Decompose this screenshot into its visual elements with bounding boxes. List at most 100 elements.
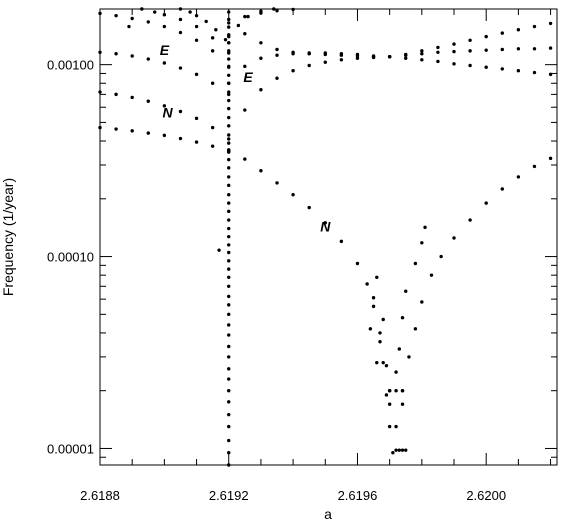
y-tick-label: 0.00100 <box>47 58 94 73</box>
data-point <box>194 116 199 121</box>
data-point <box>420 241 424 245</box>
data-point <box>162 24 167 29</box>
x-tick-label: 2.6188 <box>80 488 120 503</box>
y-tick-label: 0.00010 <box>47 250 94 265</box>
data-point <box>227 183 231 188</box>
data-point <box>227 323 231 327</box>
data-point <box>420 49 424 53</box>
data-point <box>307 52 311 56</box>
data-point <box>98 90 102 94</box>
tick-labels: 2.6188 2.6192 2.6196 2.6200 0.00001 0.00010 0.… <box>47 58 506 503</box>
data-point <box>436 45 440 50</box>
data-point <box>323 221 327 225</box>
data-point <box>404 56 408 60</box>
data-point <box>404 448 408 452</box>
data-point <box>439 254 443 259</box>
data-point <box>532 24 537 29</box>
data-point <box>130 95 134 100</box>
data-point <box>307 63 311 68</box>
data-point <box>394 424 398 429</box>
data-point <box>178 17 183 22</box>
data-point <box>500 67 504 71</box>
data-point <box>291 7 295 12</box>
x-tick-label: 2.6192 <box>209 488 249 503</box>
data-point <box>532 70 537 75</box>
data-point <box>227 294 231 299</box>
data-point <box>368 327 373 331</box>
data-point <box>420 300 424 304</box>
data-point <box>227 124 231 128</box>
data-point <box>436 59 440 64</box>
data-point <box>227 17 231 22</box>
data-point <box>275 9 279 13</box>
data-point <box>130 54 134 58</box>
data-point <box>98 125 102 130</box>
data-point <box>420 58 424 62</box>
data-point <box>397 448 402 452</box>
data-point <box>452 49 456 54</box>
data-point <box>275 181 279 185</box>
data-point <box>178 109 183 114</box>
data-point <box>243 31 247 36</box>
data-point <box>384 393 389 397</box>
data-point <box>413 327 418 331</box>
curve-label: E <box>243 69 253 85</box>
data-point <box>291 50 295 54</box>
data-point <box>548 156 553 161</box>
data-point <box>400 388 405 393</box>
data-point <box>548 21 553 26</box>
data-point <box>365 282 369 286</box>
data-point <box>532 47 537 51</box>
data-point <box>468 63 472 68</box>
data-point <box>146 131 150 135</box>
data-point <box>227 141 231 145</box>
data-point <box>400 402 405 406</box>
plot-frame <box>99 8 558 466</box>
data-point <box>162 13 167 17</box>
data-point <box>227 438 231 443</box>
x-tick-label: 2.6200 <box>466 488 506 503</box>
data-point <box>178 7 183 11</box>
annotations: E E N N <box>160 42 332 234</box>
data-point <box>227 275 231 279</box>
data-point <box>375 275 379 279</box>
data-point <box>227 166 231 170</box>
data-point <box>548 46 553 50</box>
data-point <box>227 148 231 152</box>
data-point <box>387 388 392 393</box>
data-point <box>162 61 167 65</box>
data-point <box>227 201 231 205</box>
data-point <box>227 98 231 103</box>
data-point <box>378 340 382 344</box>
y-tick-label: 0.00001 <box>47 441 94 456</box>
data-point <box>130 16 134 21</box>
x-tick-label: 2.6196 <box>338 488 378 503</box>
axis-ticks <box>99 9 557 465</box>
data-point <box>397 347 402 351</box>
data-point <box>114 127 118 131</box>
data-point <box>375 360 379 365</box>
data-point <box>436 50 440 54</box>
data-point <box>323 60 327 64</box>
data-point <box>227 157 231 162</box>
data-point <box>420 52 424 56</box>
data-point <box>307 205 311 210</box>
data-point <box>259 41 263 45</box>
data-point <box>114 52 118 56</box>
data-point <box>227 333 231 337</box>
data-point <box>371 296 376 300</box>
data-point <box>227 21 231 25</box>
data-points <box>98 7 553 467</box>
data-point <box>130 129 134 133</box>
data-point <box>532 164 537 169</box>
data-point <box>217 248 221 252</box>
data-point <box>194 38 199 42</box>
data-point <box>516 175 521 179</box>
data-point <box>381 317 385 322</box>
data-point <box>210 125 215 130</box>
data-point <box>468 218 472 222</box>
data-point <box>214 28 218 32</box>
data-point <box>227 193 231 197</box>
data-point <box>227 226 231 231</box>
